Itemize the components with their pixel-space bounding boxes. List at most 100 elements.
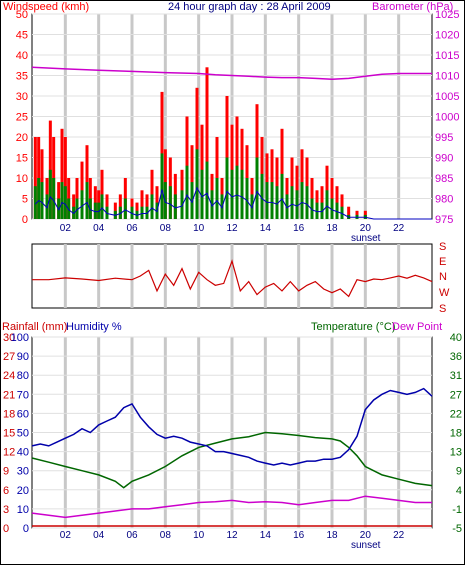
average-speed-bar	[295, 190, 299, 219]
average-speed-bar	[150, 194, 154, 219]
rainfall-tick-label: 30	[3, 332, 15, 344]
climate-hour-tick-label: 16	[293, 530, 305, 541]
average-speed-bar	[300, 182, 304, 219]
average-speed-bar	[168, 186, 172, 219]
rainfall-tick-label: 12	[3, 447, 15, 459]
average-speed-bar	[48, 169, 52, 219]
average-speed-bar	[97, 202, 101, 219]
humidity-tick-label: 60	[17, 408, 29, 420]
direction-label-s-bottom: S	[439, 303, 446, 315]
climate-hour-tick-label: 04	[93, 530, 105, 541]
hour-tick-label: 10	[193, 223, 205, 234]
windspeed-tick-label: 10	[16, 173, 28, 185]
barometer-tick-label: 1015	[435, 50, 459, 62]
windspeed-x-ticks: 02 04 06 08 10 12 14 16 18 20 22	[60, 223, 405, 234]
wind-direction-panel: S E N W S	[31, 241, 450, 315]
windspeed-tick-label: 45	[16, 30, 28, 42]
humidity-tick-label: 20	[17, 485, 29, 497]
average-speed-bar	[325, 190, 329, 219]
barometer-tick-label: 985	[435, 173, 453, 185]
rainfall-tick-label: 9	[3, 466, 9, 478]
hour-tick-label: 18	[326, 223, 338, 234]
average-speed-bar	[185, 165, 189, 219]
windspeed-lines	[31, 66, 432, 220]
average-speed-bar	[305, 186, 309, 219]
rainfall-tick-label: 3	[3, 504, 9, 516]
temperature-tick-label: 18	[450, 428, 462, 440]
hour-tick-label: 14	[260, 223, 272, 234]
humidity-tick-label: 50	[17, 428, 29, 440]
average-speed-bar	[80, 190, 84, 219]
barometer-tick-label: 995	[435, 132, 453, 144]
climate-hour-tick-label: 22	[393, 530, 405, 541]
average-speed-bar	[240, 169, 244, 219]
average-speed-bar	[290, 186, 294, 219]
barometer-tick-label: 975	[435, 214, 453, 226]
humidity-line	[31, 387, 433, 466]
average-speed-bar	[40, 182, 44, 219]
temperature-tick-label: 36	[450, 351, 462, 363]
average-speed-bar	[340, 206, 344, 219]
windspeed-tick-label: 40	[16, 50, 28, 62]
temperature-tick-label: 40	[450, 332, 462, 344]
direction-label-e: E	[439, 256, 446, 268]
average-speed-bar	[270, 182, 274, 219]
average-speed-bar	[75, 198, 79, 219]
temperature-tick-label: -5	[452, 523, 462, 535]
direction-label-w: W	[439, 287, 450, 299]
hour-tick-label: 08	[160, 223, 172, 234]
average-speed-bar	[140, 206, 144, 219]
average-speed-bar	[225, 157, 229, 219]
barometer-y-ticks: 975 980 985 990 995 1000 1005 1010 1015 1020 1025	[435, 9, 459, 226]
hour-tick-label: 04	[93, 223, 105, 234]
humidity-tick-label: 100	[11, 332, 29, 344]
windspeed-tick-label: 0	[22, 214, 28, 226]
hour-tick-label: 12	[226, 223, 238, 234]
average-speed-bar	[315, 202, 319, 219]
humidity-tick-label: 30	[17, 466, 29, 478]
wind-direction-line	[32, 259, 433, 298]
climate-hour-tick-label: 02	[60, 530, 72, 541]
average-speed-bar	[285, 194, 289, 219]
barometer-tick-label: 1010	[435, 71, 459, 83]
climate-hour-tick-label: 20	[360, 530, 372, 541]
rainfall-tick-label: 15	[3, 428, 15, 440]
climate-hour-tick-label: 10	[193, 530, 205, 541]
average-speed-bar	[173, 194, 177, 219]
gust-bar	[205, 67, 209, 219]
average-speed-bar	[60, 182, 64, 219]
dewpoint-line	[31, 495, 432, 519]
barometer-line	[31, 66, 432, 80]
climate-hour-tick-label: 06	[126, 530, 138, 541]
sunset-label-bottom: sunset	[351, 540, 381, 551]
average-speed-bar	[195, 149, 199, 219]
average-speed-bar	[205, 161, 209, 219]
windspeed-tick-label: 20	[16, 132, 28, 144]
rainfall-axis-title: Rainfall (mm)	[2, 321, 67, 333]
temperature-tick-label: 4	[456, 485, 462, 497]
climate-lines	[31, 387, 433, 527]
average-speed-bar	[63, 186, 67, 219]
average-speed-bar	[255, 157, 259, 219]
average-speed-bar	[100, 194, 104, 219]
humidity-tick-label: 80	[17, 370, 29, 382]
average-speed-bar	[200, 169, 204, 219]
average-speed-bar	[118, 206, 122, 219]
direction-label-n: N	[439, 271, 447, 283]
barometer-tick-label: 1025	[435, 9, 459, 21]
average-speed-bar	[275, 186, 279, 219]
gust-bar	[140, 190, 144, 219]
hour-tick-label: 02	[60, 223, 72, 234]
temperature-tick-label: 13	[450, 447, 462, 459]
windspeed-tick-label: 50	[16, 9, 28, 21]
average-speed-bar	[160, 153, 164, 219]
windspeed-bars	[33, 67, 367, 219]
rainfall-tick-label: 24	[3, 370, 15, 382]
chart-title: 24 hour graph day : 28 April 2009	[168, 1, 331, 13]
barometer-tick-label: 980	[435, 194, 453, 206]
humidity-tick-label: 10	[17, 504, 29, 516]
average-speed-bar	[215, 178, 219, 219]
